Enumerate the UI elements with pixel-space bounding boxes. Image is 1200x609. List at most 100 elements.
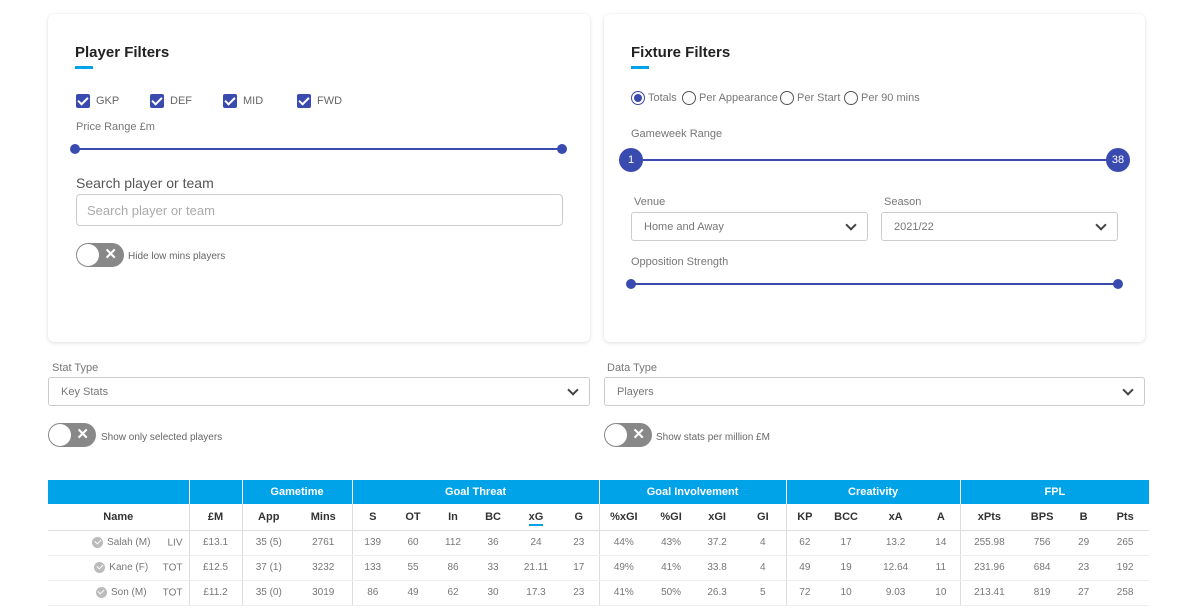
radio-per-90-circle[interactable] — [844, 91, 858, 105]
table-cell: 14 — [922, 530, 961, 556]
radio-per-90-label: Per 90 mins — [861, 92, 920, 104]
table-cell: 27 — [1066, 580, 1102, 606]
col-header-bc[interactable]: BC — [473, 504, 514, 531]
player-name-cell[interactable]: Kane (F) TOT — [48, 555, 189, 581]
checkbox-fwd-label: FWD — [317, 95, 343, 107]
col-header-bcc[interactable]: BCC — [823, 504, 870, 531]
checkbox-gkp[interactable]: GKP — [76, 94, 119, 108]
stat-type-select[interactable]: Key Stats — [48, 377, 590, 406]
opposition-strength-min-handle[interactable] — [626, 279, 636, 289]
toggle-knob — [605, 424, 627, 446]
table-cell: 10 — [922, 580, 961, 606]
radio-per-appearance-circle[interactable] — [682, 91, 696, 105]
checkbox-mid[interactable]: MID — [223, 94, 263, 108]
table-cell: 23 — [559, 580, 600, 606]
col-header-s[interactable]: S — [351, 504, 394, 531]
player-name-cell[interactable]: Son (M) TOT — [48, 580, 189, 606]
opposition-strength-max-handle[interactable] — [1113, 279, 1123, 289]
table-row[interactable]: Salah (M) LIV £13.1 35 (5) 2761 139 60 112 36 24 2… — [48, 530, 1150, 556]
player-team: LIV — [167, 537, 183, 548]
chevron-down-icon — [1122, 383, 1134, 396]
data-type-select[interactable]: Players — [604, 377, 1145, 406]
table-row[interactable]: Son (M) TOT £11.2 35 (0) 3019 86 49 62 30 17.3 23 4… — [48, 580, 1150, 606]
radio-per-appearance-label: Per Appearance — [699, 92, 778, 104]
per-million-toggle[interactable]: ✕ — [604, 423, 652, 447]
table-row[interactable]: Kane (F) TOT £12.5 37 (1) 3232 133 55 86 33 21.11… — [48, 555, 1150, 581]
price-range-min-handle[interactable] — [70, 144, 80, 154]
price-range-track[interactable] — [76, 148, 562, 150]
col-header-mins[interactable]: Mins — [295, 504, 353, 531]
radio-per-appearance[interactable]: Per Appearance — [682, 91, 778, 105]
search-input[interactable]: Search player or team — [76, 194, 563, 226]
col-header-xgi[interactable]: xGI — [694, 504, 741, 531]
group-header-goal-involvement: Goal Involvement — [598, 480, 787, 504]
table-cell: 2761 — [295, 530, 353, 556]
show-selected-toggle[interactable]: ✕ — [48, 423, 96, 447]
col-header-in[interactable]: In — [433, 504, 474, 531]
table-cell: 12.64 — [869, 555, 923, 581]
col-header-ot[interactable]: OT — [393, 504, 434, 531]
gameweek-min-handle[interactable]: 1 — [619, 148, 643, 172]
col-header-app[interactable]: App — [241, 504, 295, 531]
stat-type-label: Stat Type — [52, 362, 99, 374]
gameweek-range-track[interactable] — [631, 159, 1118, 161]
checkbox-mid-box[interactable] — [223, 94, 237, 108]
table-cell: 756 — [1018, 530, 1067, 556]
player-name: Kane (F) — [109, 562, 149, 574]
checkbox-def-box[interactable] — [150, 94, 164, 108]
radio-totals-circle[interactable] — [631, 91, 645, 105]
table-group-header-row: Gametime Goal Threat Goal Involvement Cr… — [48, 480, 1150, 504]
chevron-down-icon — [567, 383, 579, 396]
opposition-strength-track[interactable] — [631, 283, 1118, 285]
group-header — [188, 480, 242, 504]
col-header-name[interactable]: Name — [48, 504, 189, 531]
radio-per-start-circle[interactable] — [780, 91, 794, 105]
checkbox-fwd[interactable]: FWD — [297, 94, 342, 108]
stats-table: Gametime Goal Threat Goal Involvement Cr… — [48, 480, 1150, 606]
chevron-down-icon — [845, 218, 857, 231]
table-cell: 139 — [351, 530, 394, 556]
table-cell: 26.3 — [694, 580, 741, 606]
price-range-max-handle[interactable] — [557, 144, 567, 154]
checkbox-gkp-box[interactable] — [76, 94, 90, 108]
col-header-xa[interactable]: xA — [869, 504, 923, 531]
table-cell: 265 — [1101, 530, 1150, 556]
table-body: Salah (M) LIV £13.1 35 (5) 2761 139 60 112 36 24 2… — [48, 530, 1150, 606]
table-cell: 10 — [823, 580, 870, 606]
table-cell: 684 — [1018, 555, 1067, 581]
table-cell: 50% — [648, 580, 695, 606]
check-circle-icon[interactable] — [94, 561, 106, 573]
gameweek-max-handle[interactable]: 38 — [1106, 148, 1130, 172]
radio-per-start[interactable]: Per Start — [780, 91, 840, 105]
check-circle-icon[interactable] — [95, 586, 107, 598]
radio-per-90[interactable]: Per 90 mins — [844, 91, 920, 105]
col-header-pts[interactable]: Pts — [1101, 504, 1150, 531]
hide-low-mins-toggle[interactable]: ✕ — [76, 243, 124, 267]
player-name: Salah (M) — [107, 537, 151, 549]
col-header-pct-gi[interactable]: %GI — [648, 504, 695, 531]
col-header-gi[interactable]: GI — [740, 504, 787, 531]
checkbox-def[interactable]: DEF — [150, 94, 192, 108]
col-header-a[interactable]: A — [922, 504, 961, 531]
col-header-bps[interactable]: BPS — [1018, 504, 1067, 531]
radio-totals[interactable]: Totals — [631, 91, 677, 105]
season-select[interactable]: 2021/22 — [881, 212, 1118, 241]
table-cell: £13.1 — [188, 530, 242, 556]
col-header-price[interactable]: £M — [188, 504, 242, 531]
col-header-xpts[interactable]: xPts — [959, 504, 1019, 531]
table-cell: 86 — [433, 555, 474, 581]
col-header-pct-xgi[interactable]: %xGI — [598, 504, 649, 531]
table-cell: 35 (0) — [241, 580, 295, 606]
col-header-b[interactable]: B — [1066, 504, 1102, 531]
venue-select[interactable]: Home and Away — [631, 212, 868, 241]
table-cell: 4 — [740, 530, 787, 556]
table-cell: 36 — [473, 530, 514, 556]
check-circle-icon[interactable] — [92, 536, 104, 548]
player-name-cell[interactable]: Salah (M) LIV — [48, 530, 189, 556]
table-cell: 192 — [1101, 555, 1150, 581]
table-cell: 23 — [559, 530, 600, 556]
col-header-kp[interactable]: KP — [785, 504, 824, 531]
col-header-xg[interactable]: xG — [513, 504, 560, 531]
col-header-g[interactable]: G — [559, 504, 600, 531]
checkbox-fwd-box[interactable] — [297, 94, 311, 108]
